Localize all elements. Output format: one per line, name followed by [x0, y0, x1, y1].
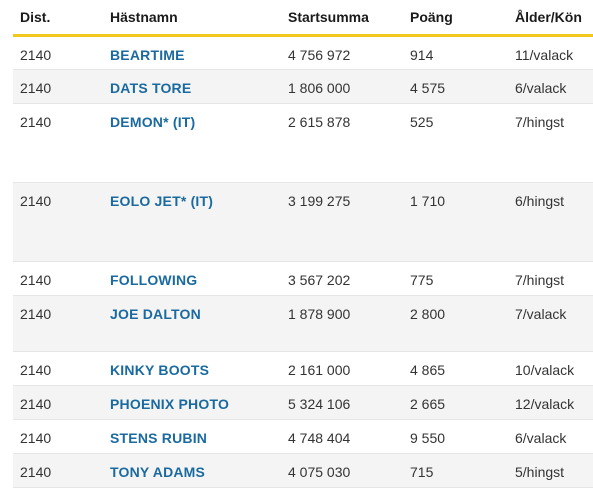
table-row: 2140 PHOENIX PHOTO 5 324 106 2 665 12/va… — [13, 385, 593, 420]
cell-age: 6/hingst — [508, 182, 593, 262]
cell-age: 5/hingst — [508, 453, 593, 488]
cell-points: 715 — [403, 453, 508, 488]
cell-dist: 2140 — [13, 351, 103, 386]
horse-name-link[interactable]: FOLLOWING — [110, 272, 198, 288]
horse-name-link[interactable]: BEARTIME — [110, 47, 185, 63]
start-list-table: Dist. Hästnamn Startsumma Poäng Ålder/Kö… — [13, 0, 593, 488]
cell-prize: 1 878 900 — [281, 295, 403, 352]
cell-prize: 4 748 404 — [281, 419, 403, 454]
table-header: Dist. Hästnamn Startsumma Poäng Ålder/Kö… — [13, 0, 593, 37]
horse-name-link[interactable]: DEMON* (IT) — [110, 114, 196, 130]
cell-prize: 4 756 972 — [281, 35, 403, 70]
table-row: 2140 EOLO JET* (IT) 3 199 275 1 710 6/hi… — [13, 182, 593, 262]
cell-dist: 2140 — [13, 35, 103, 70]
cell-name: JOE DALTON — [103, 295, 281, 352]
cell-prize: 2 161 000 — [281, 351, 403, 386]
table-row: 2140 KINKY BOOTS 2 161 000 4 865 10/vala… — [13, 351, 593, 386]
cell-points: 2 800 — [403, 295, 508, 352]
cell-name: PHOENIX PHOTO — [103, 385, 281, 420]
horse-name-link[interactable]: KINKY BOOTS — [110, 362, 210, 378]
cell-age: 6/valack — [508, 419, 593, 454]
horse-name-link[interactable]: EOLO JET* (IT) — [110, 193, 214, 209]
cell-prize: 4 075 030 — [281, 453, 403, 488]
table-body: 2140 BEARTIME 4 756 972 914 11/valack 21… — [13, 35, 593, 488]
horse-name-link[interactable]: PHOENIX PHOTO — [110, 396, 230, 412]
cell-age: 6/valack — [508, 69, 593, 104]
cell-points: 1 710 — [403, 182, 508, 262]
cell-age: 7/hingst — [508, 103, 593, 183]
cell-prize: 3 199 275 — [281, 182, 403, 262]
cell-points: 9 550 — [403, 419, 508, 454]
cell-name: KINKY BOOTS — [103, 351, 281, 386]
cell-prize: 2 615 878 — [281, 103, 403, 183]
table-row: 2140 TONY ADAMS 4 075 030 715 5/hingst — [13, 453, 593, 488]
cell-name: DATS TORE — [103, 69, 281, 104]
cell-age: 10/valack — [508, 351, 593, 386]
cell-prize: 5 324 106 — [281, 385, 403, 420]
cell-name: EOLO JET* (IT) — [103, 182, 281, 262]
table-row: 2140 JOE DALTON 1 878 900 2 800 7/valack — [13, 295, 593, 352]
horse-name-link[interactable]: JOE DALTON — [110, 306, 201, 322]
table-row: 2140 DATS TORE 1 806 000 4 575 6/valack — [13, 69, 593, 104]
col-header-name[interactable]: Hästnamn — [103, 0, 281, 37]
cell-dist: 2140 — [13, 69, 103, 104]
table-row: 2140 DEMON* (IT) 2 615 878 525 7/hingst — [13, 103, 593, 183]
table-row: 2140 FOLLOWING 3 567 202 775 7/hingst — [13, 261, 593, 296]
cell-points: 4 865 — [403, 351, 508, 386]
cell-name: DEMON* (IT) — [103, 103, 281, 183]
horse-name-link[interactable]: TONY ADAMS — [110, 464, 206, 480]
cell-points: 914 — [403, 35, 508, 70]
cell-age: 7/valack — [508, 295, 593, 352]
cell-age: 11/valack — [508, 35, 593, 70]
table-row: 2140 STENS RUBIN 4 748 404 9 550 6/valac… — [13, 419, 593, 454]
cell-dist: 2140 — [13, 295, 103, 352]
cell-name: FOLLOWING — [103, 261, 281, 296]
cell-points: 2 665 — [403, 385, 508, 420]
cell-points: 525 — [403, 103, 508, 183]
cell-dist: 2140 — [13, 103, 103, 183]
cell-name: TONY ADAMS — [103, 453, 281, 488]
horse-name-link[interactable]: STENS RUBIN — [110, 430, 208, 446]
cell-dist: 2140 — [13, 385, 103, 420]
horse-name-link[interactable]: DATS TORE — [110, 80, 192, 96]
cell-points: 775 — [403, 261, 508, 296]
header-row: Dist. Hästnamn Startsumma Poäng Ålder/Kö… — [13, 0, 593, 37]
col-header-dist[interactable]: Dist. — [13, 0, 103, 37]
cell-name: BEARTIME — [103, 35, 281, 70]
cell-name: STENS RUBIN — [103, 419, 281, 454]
col-header-points[interactable]: Poäng — [403, 0, 508, 37]
col-header-prize[interactable]: Startsumma — [281, 0, 403, 37]
col-header-age[interactable]: Ålder/Kön — [508, 0, 593, 37]
cell-dist: 2140 — [13, 261, 103, 296]
cell-prize: 3 567 202 — [281, 261, 403, 296]
cell-age: 12/valack — [508, 385, 593, 420]
cell-points: 4 575 — [403, 69, 508, 104]
cell-prize: 1 806 000 — [281, 69, 403, 104]
table-row: 2140 BEARTIME 4 756 972 914 11/valack — [13, 35, 593, 70]
cell-dist: 2140 — [13, 182, 103, 262]
cell-age: 7/hingst — [508, 261, 593, 296]
cell-dist: 2140 — [13, 419, 103, 454]
cell-dist: 2140 — [13, 453, 103, 488]
